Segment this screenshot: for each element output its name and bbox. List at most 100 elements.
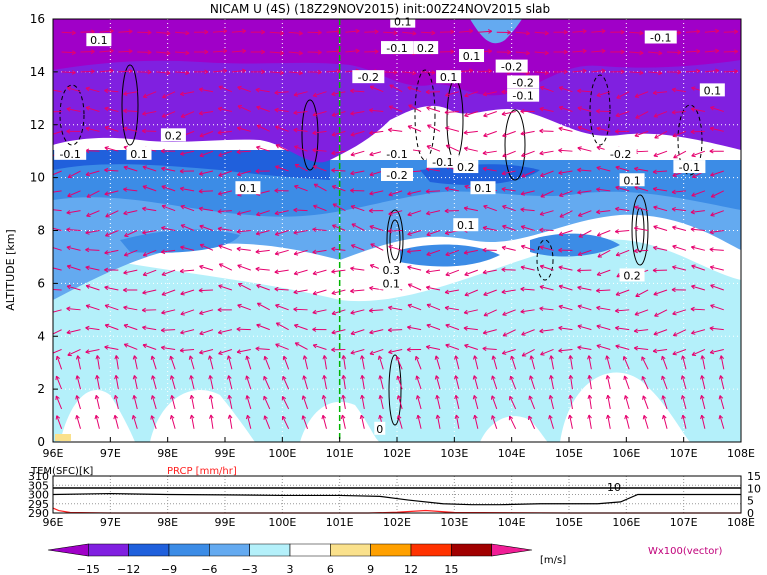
wind-vector-head xyxy=(520,309,525,314)
chart-title: NICAM U (4S) (18Z29NOV2015) init:00Z24NO… xyxy=(210,2,550,16)
wind-vector-head xyxy=(104,167,109,173)
wind-vector xyxy=(388,105,403,112)
wind-vector xyxy=(218,170,233,177)
wind-vector-head xyxy=(616,94,621,99)
wind-vector xyxy=(572,50,587,53)
wind-vector-head xyxy=(218,244,223,249)
wind-vector xyxy=(255,249,270,253)
wind-vector xyxy=(539,150,554,155)
wind-vector-head xyxy=(298,50,303,56)
wind-vector xyxy=(653,150,668,157)
wind-vector xyxy=(426,324,441,331)
wind-vector-head xyxy=(142,165,147,170)
wind-vector-head xyxy=(407,86,412,91)
wind-vector xyxy=(596,344,611,350)
wind-vector xyxy=(671,190,687,193)
wind-vector xyxy=(464,147,478,152)
wind-vector xyxy=(520,190,535,195)
wind-vector-head xyxy=(204,29,209,35)
wind-vector-head xyxy=(568,394,574,400)
wind-vector-head xyxy=(718,375,724,380)
wind-vector xyxy=(85,106,100,113)
wind-vector xyxy=(123,306,138,311)
x-tick-label: 97E xyxy=(100,447,121,460)
wind-vector-head xyxy=(104,250,109,255)
wind-vector xyxy=(104,89,119,93)
wind-vector-head xyxy=(464,112,469,118)
wind-vector xyxy=(104,107,119,113)
wind-vector-head xyxy=(696,68,701,74)
wind-vector-head xyxy=(312,249,317,255)
wind-vector xyxy=(350,150,365,156)
contour-label-bg xyxy=(673,160,706,174)
lower-y-left-tick-label: 295 xyxy=(28,498,49,511)
wind-vector xyxy=(709,327,724,331)
wind-vector-head xyxy=(539,245,545,250)
lower-y-left-tick-label: 300 xyxy=(28,489,49,502)
wind-vector xyxy=(634,91,649,98)
wind-vector-head xyxy=(396,375,401,380)
wind-vector-head xyxy=(104,304,110,309)
wind-vector-head xyxy=(672,172,677,177)
wind-vector xyxy=(360,415,365,429)
x-tick-label: 102E xyxy=(383,447,411,460)
wind-vector-head xyxy=(671,207,676,212)
wind-vector-head xyxy=(198,87,204,93)
lower-x-tick-label: 99E xyxy=(215,516,236,529)
wind-vector xyxy=(397,415,403,429)
wind-vector xyxy=(293,111,308,114)
wind-vector-head xyxy=(48,226,52,230)
wind-vector-head xyxy=(415,375,420,380)
wind-vector-head xyxy=(160,249,166,255)
wind-vector xyxy=(199,309,214,315)
wind-vector xyxy=(463,327,478,331)
wind-vector-head xyxy=(658,70,663,76)
wind-vector xyxy=(85,150,100,152)
wind-vector-head xyxy=(350,88,355,94)
wind-vector xyxy=(520,309,535,313)
wind-vector xyxy=(351,244,365,251)
wind-vector-head xyxy=(653,245,658,251)
wind-vector-head xyxy=(520,265,525,270)
wind-vector xyxy=(104,190,119,195)
wind-vector-head xyxy=(490,395,496,400)
wind-vector xyxy=(624,375,630,390)
wind-vector-head xyxy=(256,323,261,328)
wind-vector-head xyxy=(483,204,488,210)
wind-vector-head xyxy=(275,303,280,309)
wind-vector-head xyxy=(350,132,355,137)
wind-vector xyxy=(577,147,592,152)
wind-vector-head xyxy=(66,227,71,233)
wind-vector-head xyxy=(463,146,469,152)
wind-vector-head xyxy=(66,128,71,134)
wind-vector-head xyxy=(528,415,533,421)
wind-vector xyxy=(293,269,308,275)
wind-vector-head xyxy=(169,355,174,361)
x-tick-label: 105E xyxy=(555,447,583,460)
wind-vector-head xyxy=(577,125,583,131)
wind-vector xyxy=(520,288,535,291)
wind-vector-head xyxy=(464,291,469,297)
wind-vector xyxy=(132,415,138,429)
wind-vector-head xyxy=(633,345,639,351)
contour-label: -0.2 xyxy=(358,71,379,84)
wind-vector xyxy=(624,395,630,410)
wind-vector xyxy=(607,414,611,429)
contour-labels: 0.10.1-0.1 0.20.1-0.1-0.2 0.1 -0.2-0.1-0.20… xyxy=(54,14,725,436)
wind-vector-head xyxy=(387,127,393,133)
wind-vector xyxy=(288,71,303,74)
wind-vector-head xyxy=(369,171,374,177)
wind-vector xyxy=(212,70,227,73)
wind-vector xyxy=(80,31,95,33)
wind-vector-head xyxy=(263,415,268,420)
wind-vector-head xyxy=(275,165,280,170)
wind-vector-head xyxy=(236,246,241,252)
wind-vector-head xyxy=(520,244,526,250)
wind-vector-head xyxy=(393,30,398,36)
wind-vector-head xyxy=(389,84,394,89)
wind-vector-head xyxy=(378,414,383,420)
wind-vector xyxy=(331,289,346,295)
wind-vector-head xyxy=(596,92,601,98)
wind-vector-head xyxy=(104,106,109,112)
wind-vector-head xyxy=(350,204,356,210)
